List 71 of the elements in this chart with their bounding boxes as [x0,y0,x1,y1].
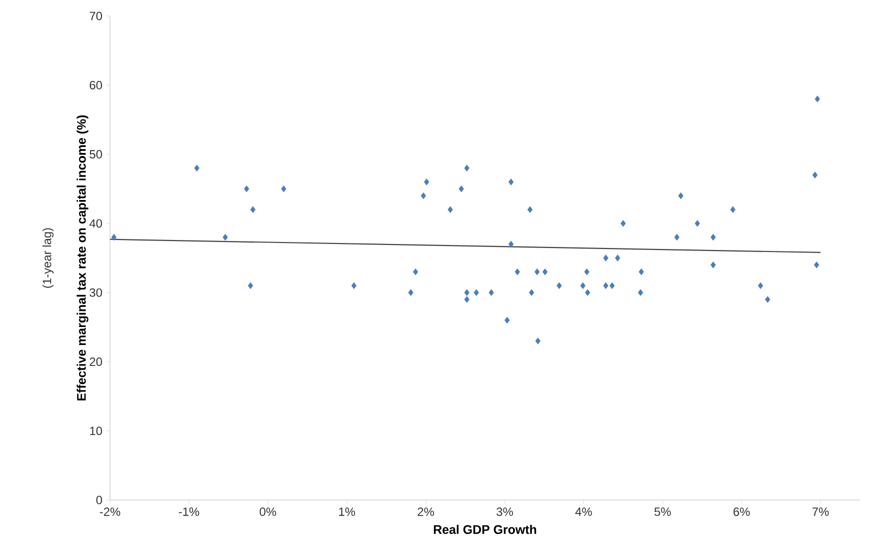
point [464,296,470,303]
point [580,282,586,290]
point [514,268,520,276]
y-tick-label: 10 [90,426,102,436]
point [638,268,644,276]
point [488,289,494,296]
point [615,254,620,262]
y-tick-label: 60 [90,80,102,90]
y-tick-label: 70 [90,12,102,20]
point [814,96,820,102]
point [528,289,534,296]
point [111,234,117,241]
point [408,289,414,296]
point [603,282,608,290]
y-tick-label: 40 [89,219,102,228]
point [412,268,418,276]
x-tick-label: 2% [418,508,434,516]
point [250,206,256,213]
point [694,220,700,227]
point [584,268,590,276]
y-tick-label: 50 [90,150,102,159]
point [458,185,464,192]
x-tick-label: 5% [654,508,671,516]
point [710,262,716,268]
point [812,172,818,178]
point [814,262,820,268]
point [281,185,286,192]
point [508,240,514,248]
point [710,234,716,241]
point [448,206,453,213]
y-axis-title: Effective marginal tax rate on capital income (%) [76,115,88,400]
y-tick-label: 20 [90,357,102,366]
point [420,192,426,200]
x-tick-label: 7% [812,508,829,516]
x-tick-label: 1% [339,508,356,516]
point [194,164,200,172]
x-axis-title: Real GDP Growth [434,524,536,534]
point [730,206,736,213]
y-tick-label: 0 [96,496,102,504]
point [464,164,470,172]
point [474,289,479,296]
point [620,220,626,227]
point [527,206,533,213]
point [504,316,510,324]
point [424,178,430,186]
x-tick-label: 6% [734,508,750,516]
point [244,185,250,192]
text: (1-year lag) [42,228,54,288]
point [765,296,770,303]
point [610,282,615,290]
point [638,289,644,296]
point [534,268,540,276]
point [542,268,548,276]
point [351,282,357,290]
point [508,178,514,186]
point [464,289,470,296]
point [674,234,680,241]
y-tick-label: 30 [90,288,102,297]
point [603,254,608,262]
x-tick-label: 4% [575,508,592,516]
point [758,282,764,290]
x-tick-label: 0% [260,508,276,516]
point [222,234,228,241]
point [556,282,562,290]
point [678,192,684,200]
point [585,289,590,296]
point [248,282,254,290]
point [535,338,540,344]
x-tick-label: 3% [496,508,513,516]
x-tick-label: -2% [100,508,120,516]
x-tick-label: -1% [178,508,200,516]
